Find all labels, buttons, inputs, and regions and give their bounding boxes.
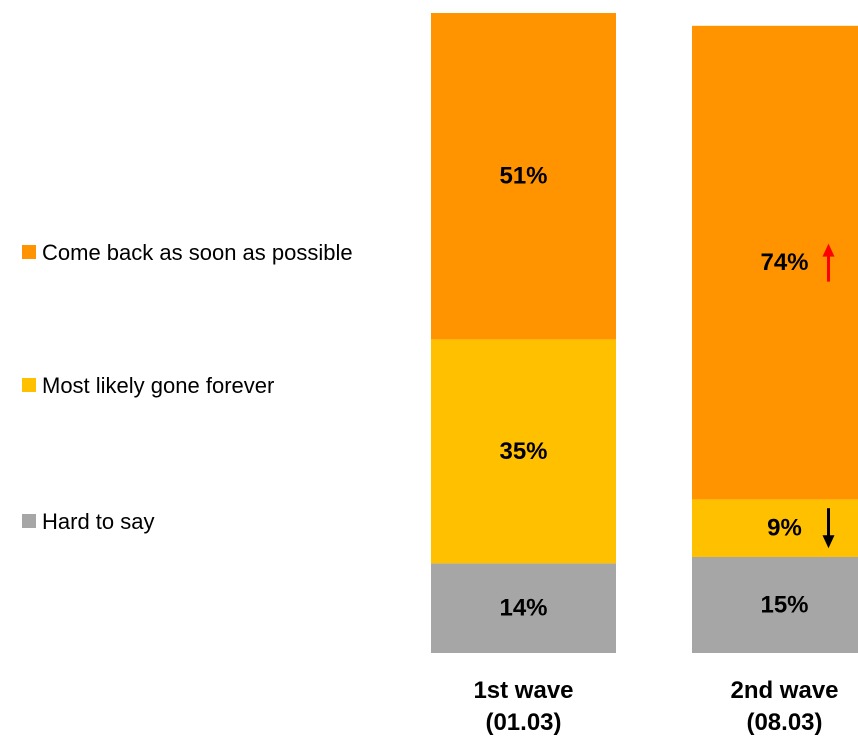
data-label-come-back-as-soon-as-possible-1: 51% <box>499 163 547 190</box>
legend-label-gone-forever: Most likely gone forever <box>42 373 275 398</box>
bar-segment-hard-to-say-2 <box>692 557 858 653</box>
category-label-2-line-2: (08.03) <box>746 709 822 736</box>
legend-label-come-back: Come back as soon as possible <box>42 240 353 265</box>
data-label-most-likely-gone-forever-1: 35% <box>499 438 547 465</box>
category-label-1-line-1: 1st wave <box>473 677 573 704</box>
category-label-2-line-1: 2nd wave <box>730 677 838 704</box>
bar-segment-hard-to-say-1 <box>431 563 616 653</box>
category-label-1-line-2: (01.03) <box>485 709 561 736</box>
legend-swatch-come-back <box>22 245 36 259</box>
data-label-hard-to-say-1: 14% <box>499 595 547 622</box>
legend-label-hard-to-say: Hard to say <box>42 509 155 534</box>
bar-segment-most-likely-gone-forever-2 <box>692 499 858 557</box>
legend-item-hard-to-say: Hard to say <box>22 507 155 536</box>
legend-swatch-gone-forever <box>22 378 36 392</box>
data-label-most-likely-gone-forever-2: 9% <box>767 515 802 542</box>
legend-item-gone-forever: Most likely gone forever <box>22 371 274 400</box>
arrow-up-icon <box>822 243 835 282</box>
legend-item-come-back: Come back as soon as possible <box>22 238 353 267</box>
bar-segment-most-likely-gone-forever-1 <box>431 339 616 564</box>
legend-swatch-hard-to-say <box>22 514 36 528</box>
data-label-come-back-as-soon-as-possible-2: 74% <box>760 249 808 276</box>
bar-segment-come-back-as-soon-as-possible-1 <box>431 13 616 340</box>
arrow-down-icon <box>822 508 835 549</box>
bar-segment-come-back-as-soon-as-possible-2 <box>692 25 858 500</box>
data-label-hard-to-say-2: 15% <box>760 592 808 619</box>
